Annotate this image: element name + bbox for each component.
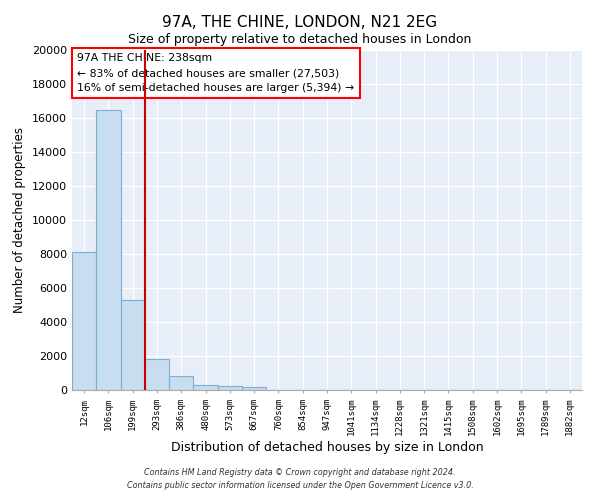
Text: Contains HM Land Registry data © Crown copyright and database right 2024.
Contai: Contains HM Land Registry data © Crown c…	[127, 468, 473, 489]
Bar	[242, 388, 266, 390]
Bar	[96, 110, 121, 390]
Bar	[121, 300, 145, 390]
X-axis label: Distribution of detached houses by size in London: Distribution of detached houses by size …	[170, 441, 484, 454]
Text: 97A, THE CHINE, LONDON, N21 2EG: 97A, THE CHINE, LONDON, N21 2EG	[163, 15, 437, 30]
Text: Size of property relative to detached houses in London: Size of property relative to detached ho…	[128, 32, 472, 46]
Text: 97A THE CHINE: 238sqm
← 83% of detached houses are smaller (27,503)
16% of semi-: 97A THE CHINE: 238sqm ← 83% of detached …	[77, 54, 354, 93]
Bar	[218, 386, 242, 390]
Bar	[169, 376, 193, 390]
Bar	[72, 252, 96, 390]
Y-axis label: Number of detached properties: Number of detached properties	[13, 127, 26, 313]
Bar	[145, 360, 169, 390]
Bar	[193, 385, 218, 390]
